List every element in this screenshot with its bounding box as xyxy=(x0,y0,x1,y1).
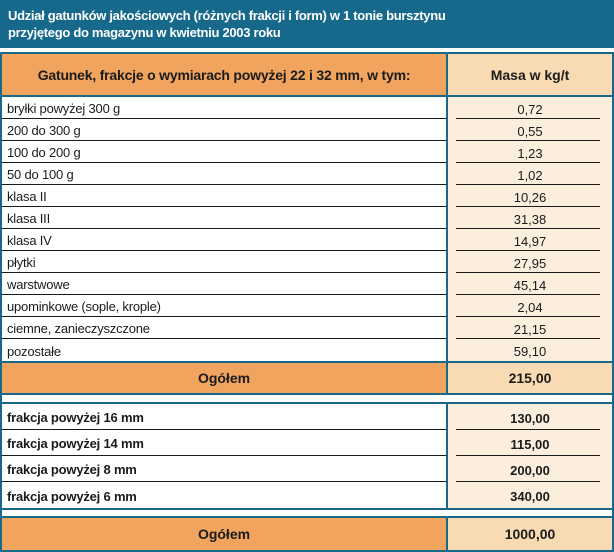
row-label: klasa III xyxy=(2,207,446,229)
total-label: Ogółem xyxy=(2,518,446,550)
row-label: frakcja powyżej 14 mm xyxy=(2,430,446,456)
row-value: 0,72 xyxy=(446,97,612,119)
row-value: 115,00 xyxy=(446,430,612,456)
row-label: klasa IV xyxy=(2,229,446,251)
table-row: frakcja powyżej 8 mm 200,00 xyxy=(2,456,612,482)
row-value: 1,02 xyxy=(446,163,612,185)
row-value: 14,97 xyxy=(446,229,612,251)
row-value: 21,15 xyxy=(446,317,612,339)
row-label: frakcja powyżej 8 mm xyxy=(2,456,446,482)
row-label: ciemne, zanieczyszczone xyxy=(2,317,446,339)
page-title: Udział gatunków jakościowych (różnych fr… xyxy=(0,0,614,48)
row-value: 10,26 xyxy=(446,185,612,207)
row-label: warstwowe xyxy=(2,273,446,295)
row-label: 200 do 300 g xyxy=(2,119,446,141)
total-value: 215,00 xyxy=(446,363,612,393)
row-label: frakcja powyżej 16 mm xyxy=(2,404,446,430)
row-label: klasa II xyxy=(2,185,446,207)
row-value: 31,38 xyxy=(446,207,612,229)
section-fractions-rows: frakcja powyżej 16 mm 130,00 frakcja powyż… xyxy=(2,402,612,510)
row-label: bryłki powyżej 300 g xyxy=(2,97,446,119)
table-row: frakcja powyżej 16 mm 130,00 xyxy=(2,404,612,430)
row-label: pozostałe xyxy=(2,339,446,361)
title-line-2: przyjętego do magazynu w kwietniu 2003 r… xyxy=(8,25,281,40)
table-row: 50 do 100 g 1,02 xyxy=(2,163,612,185)
header-category-cell: Gatunek, frakcje o wymiarach powyżej 22 … xyxy=(2,54,446,95)
row-label: upominkowe (sople, krople) xyxy=(2,295,446,317)
table-row: klasa IV 14,97 xyxy=(2,229,612,251)
table-row: klasa II 10,26 xyxy=(2,185,612,207)
row-value: 1,23 xyxy=(446,141,612,163)
header-mass-cell: Masa w kg/t xyxy=(446,54,612,95)
section-divider xyxy=(2,395,612,402)
amber-fractions-table: Gatunek, frakcje o wymiarach powyżej 22 … xyxy=(0,52,614,552)
section-divider xyxy=(2,510,612,516)
row-label: płytki xyxy=(2,251,446,273)
table-row: bryłki powyżej 300 g 0,72 xyxy=(2,97,612,119)
table-header-row: Gatunek, frakcje o wymiarach powyżej 22 … xyxy=(2,54,612,97)
row-label: frakcja powyżej 6 mm xyxy=(2,482,446,508)
row-value: 2,04 xyxy=(446,295,612,317)
table-row: klasa III 31,38 xyxy=(2,207,612,229)
table-row: 100 do 200 g 1,23 xyxy=(2,141,612,163)
row-value: 200,00 xyxy=(446,456,612,482)
row-value: 0,55 xyxy=(446,119,612,141)
table-row: warstwowe 45,14 xyxy=(2,273,612,295)
table-row: 200 do 300 g 0,55 xyxy=(2,119,612,141)
row-value: 130,00 xyxy=(446,404,612,430)
row-label: 100 do 200 g xyxy=(2,141,446,163)
row-value: 340,00 xyxy=(446,482,612,508)
row-label: 50 do 100 g xyxy=(2,163,446,185)
total-value: 1000,00 xyxy=(446,518,612,550)
total-label: Ogółem xyxy=(2,363,446,393)
table-row: frakcja powyżej 6 mm 340,00 xyxy=(2,482,612,508)
title-line-1: Udział gatunków jakościowych (różnych fr… xyxy=(8,8,446,23)
total-row-grades: Ogółem 215,00 xyxy=(2,361,612,395)
table-row: frakcja powyżej 14 mm 115,00 xyxy=(2,430,612,456)
row-value: 27,95 xyxy=(446,251,612,273)
title-table-divider xyxy=(0,48,614,52)
row-value: 59,10 xyxy=(446,339,612,361)
table-row: płytki 27,95 xyxy=(2,251,612,273)
table-row: pozostałe 59,10 xyxy=(2,339,612,361)
section-grades-rows: bryłki powyżej 300 g 0,72 200 do 300 g 0,55… xyxy=(2,97,612,361)
row-value: 45,14 xyxy=(446,273,612,295)
table-row: upominkowe (sople, krople) 2,04 xyxy=(2,295,612,317)
table-row: ciemne, zanieczyszczone 21,15 xyxy=(2,317,612,339)
total-row-overall: Ogółem 1000,00 xyxy=(2,516,612,550)
